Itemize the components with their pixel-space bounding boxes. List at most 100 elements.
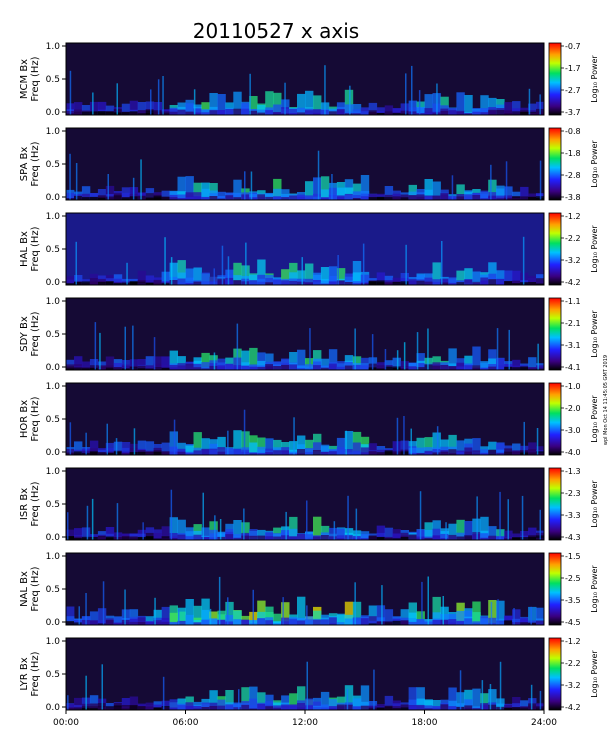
freq-axis-label: Freq (Hz) [30,311,41,356]
spectrogram-texture [66,236,545,285]
colorbar-label: Log₁₀ Power [590,480,599,528]
panel-2: 0.0 0.5 1.0 SPA Bx Freq (Hz) -0.8 -1.8 -2.8 -3.8… [19,127,599,203]
station-label: HOR Bx [19,400,30,438]
colorbar-tick-label: -4.3 [565,533,581,542]
colorbar [548,467,562,541]
y-tick-label: 1.0 [46,552,61,562]
chart-title: 20110527 x axis [193,19,359,43]
spectrogram-texture [66,65,545,115]
panel-4: 0.0 0.5 1.0 SDY Bx Freq (Hz) -1.1 -2.1 -3.1 -4.1… [19,297,599,373]
colorbar-tick-label: -1.2 [565,212,581,221]
x-axis: 00:00 06:00 12:00 18:00 24:00 [53,710,557,728]
timestamp-stamp: wpl Mon Oct 14 11:45:05 GMT 2019 [603,355,609,445]
x-tick-label: 18:00 [412,718,438,728]
colorbar [548,127,562,201]
y-tick-label: 1.0 [46,382,61,392]
panel-6: 0.0 0.5 1.0 ISR Bx Freq (Hz) -1.3 -2.3 -3.3 -4.3… [19,467,599,543]
freq-axis-label: Freq (Hz) [30,481,41,526]
freq-axis-label: Freq (Hz) [30,141,41,186]
colorbar-tick-label: -4.5 [565,618,581,627]
y-tick-label: 0.5 [46,245,60,255]
station-label: LYR Bx [19,657,30,690]
colorbar [548,297,562,371]
colorbar [548,552,562,626]
freq-axis-label: Freq (Hz) [30,226,41,271]
colorbar-tick-label: -0.8 [565,127,581,136]
y-tick-label: 1.0 [46,297,61,307]
x-tick-label: 00:00 [53,718,79,728]
y-tick-label: 0.5 [46,415,60,425]
freq-axis-label: Freq (Hz) [30,396,41,441]
station-label: MCM Bx [19,59,30,99]
y-tick-label: 1.0 [46,637,61,647]
colorbar-tick-label: -1.8 [565,149,581,158]
y-tick-label: 0.0 [46,108,61,118]
colorbar-tick-label: -3.2 [565,256,581,265]
panel-3: 0.0 0.5 1.0 HAL Bx Freq (Hz) -1.2 -2.2 -3.2 -4.2… [19,212,599,288]
colorbar-tick-label: -1.5 [565,552,581,561]
colorbar-tick-label: -2.1 [565,319,581,328]
colorbar-tick-label: -4.2 [565,703,581,712]
freq-axis-label: Freq (Hz) [30,56,41,101]
spectrogram-texture [66,489,545,540]
spectrogram-texture [66,576,545,625]
colorbar-tick-label: -4.2 [565,278,581,287]
panel-5: 0.0 0.5 1.0 HOR Bx Freq (Hz) -1.0 -2.0 -3.0 -4.0… [19,382,599,458]
station-label: NAL Bx [19,571,30,607]
colorbar-tick-label: -2.5 [565,574,581,583]
y-tick-label: 0.0 [46,448,61,458]
x-tick-label: 12:00 [292,718,318,728]
colorbar-tick-label: -2.2 [565,659,581,668]
spectrogram-texture [66,661,545,710]
colorbar-tick-label: -4.0 [565,448,581,457]
colorbar-tick-label: -1.7 [565,64,581,73]
colorbar-tick-label: -2.2 [565,234,581,243]
spectrogram-texture [66,322,545,370]
x-tick-label: 06:00 [173,718,199,728]
station-label: SDY Bx [19,316,30,352]
colorbar [548,382,562,456]
colorbar-label: Log₁₀ Power [590,650,599,698]
y-tick-label: 0.5 [46,160,60,170]
panel-8: 0.0 0.5 1.0 LYR Bx Freq (Hz) -1.2 -2.2 -3.2 -4.2… [19,637,599,713]
colorbar-tick-label: -1.2 [565,637,581,646]
y-tick-label: 0.5 [46,500,60,510]
colorbar-tick-label: -1.3 [565,467,581,476]
x-tick-label: 24:00 [531,718,557,728]
colorbar-tick-label: -3.8 [565,193,581,202]
y-tick-label: 1.0 [46,42,61,52]
colorbar-tick-label: -2.0 [565,404,581,413]
station-label: ISR Bx [19,488,30,520]
freq-axis-label: Freq (Hz) [30,566,41,611]
spectrogram-texture [66,150,545,200]
colorbar-label: Log₁₀ Power [590,225,599,273]
y-tick-label: 0.0 [46,363,61,373]
colorbar-tick-label: -3.0 [565,426,581,435]
colorbar-label: Log₁₀ Power [590,565,599,613]
panel-1: 0.0 0.5 1.0 MCM Bx Freq (Hz) -0.7 -1.7 -2.7 -3.7… [19,42,599,118]
colorbar-tick-label: -1.0 [565,382,581,391]
colorbar-tick-label: -2.3 [565,489,581,498]
y-tick-label: 0.5 [46,75,60,85]
y-tick-label: 1.0 [46,212,61,222]
colorbar [548,212,562,286]
station-label: SPA Bx [19,147,30,182]
colorbar-tick-label: -3.7 [565,108,581,117]
y-tick-label: 1.0 [46,127,61,137]
panel-7: 0.0 0.5 1.0 NAL Bx Freq (Hz) -1.5 -2.5 -3.5 -4.5… [19,552,599,628]
y-tick-label: 0.0 [46,278,61,288]
colorbar-tick-label: -3.3 [565,511,581,520]
y-tick-label: 0.0 [46,618,61,628]
y-tick-label: 0.5 [46,585,60,595]
colorbar-tick-label: -3.1 [565,341,581,350]
station-label: HAL Bx [19,231,30,267]
colorbar-tick-label: -4.1 [565,363,581,372]
colorbar-tick-label: -1.1 [565,297,581,306]
y-tick-label: 0.5 [46,670,60,680]
freq-axis-label: Freq (Hz) [30,651,41,696]
colorbar [548,42,562,116]
y-tick-label: 0.0 [46,703,61,713]
y-tick-label: 0.0 [46,193,61,203]
